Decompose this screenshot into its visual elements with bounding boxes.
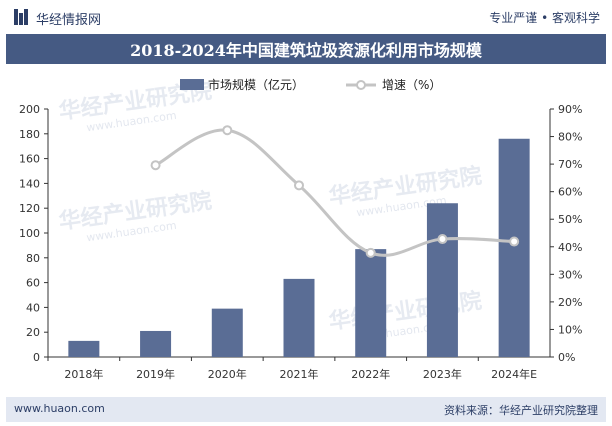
tagline: 专业严谨 • 客观科学 <box>489 11 600 25</box>
y-left-tick-label: 180 <box>19 128 40 141</box>
legend-line-marker <box>356 80 366 90</box>
bar-4 <box>355 249 387 357</box>
y-left-tick-label: 20 <box>26 326 40 339</box>
brand-name: 华经情报网 <box>36 13 102 28</box>
y-left-tick-label: 120 <box>19 202 40 215</box>
bar-2 <box>211 308 243 357</box>
y-left-tick-label: 60 <box>26 277 40 290</box>
y-left-tick-label: 140 <box>19 177 40 190</box>
y-right-tick-label: 50% <box>558 213 582 226</box>
legend-line-label: 增速（%） <box>382 78 441 92</box>
y-right-tick-label: 30% <box>558 268 582 281</box>
chart-svg: 华经产业研究院www.huaon.com华经产业研究院www.huaon.com… <box>19 77 582 381</box>
x-tick-label: 2023年 <box>423 367 462 381</box>
y-right-tick-label: 60% <box>558 186 582 199</box>
growth-point-4 <box>437 234 448 245</box>
chart-area: 华经产业研究院 www.huaon.com 华经产业研究院 www.huaon.com… <box>0 64 612 394</box>
growth-point-3 <box>365 247 376 258</box>
y-left-tick-label: 200 <box>19 103 40 116</box>
y-left-tick-label: 40 <box>26 301 40 314</box>
y-right-tick-label: 90% <box>558 103 582 116</box>
growth-point-5 <box>509 236 520 247</box>
y-left-tick-label: 0 <box>33 351 40 364</box>
x-tick-label: 2022年 <box>351 367 390 381</box>
y-left-tick-label: 100 <box>19 227 40 240</box>
bar-1 <box>140 330 172 357</box>
y-left-tick-label: 160 <box>19 153 40 166</box>
legend-bar-swatch <box>180 79 204 90</box>
chart-title: 2018-2024年中国建筑垃圾资源化利用市场规模 <box>130 41 482 60</box>
chart-title-bar: 2018-2024年中国建筑垃圾资源化利用市场规模 <box>6 34 606 64</box>
y-right-tick-label: 20% <box>558 296 582 309</box>
x-tick-label: 2021年 <box>280 367 319 381</box>
y-right-tick-label: 0% <box>558 351 575 364</box>
x-tick-label: 2019年 <box>136 367 175 381</box>
y-right-tick-label: 70% <box>558 158 582 171</box>
y-right-tick-label: 80% <box>558 131 582 144</box>
x-tick-label: 2020年 <box>208 367 247 381</box>
y-right-tick-label: 10% <box>558 323 582 336</box>
x-tick-label: 2024年E <box>491 367 537 381</box>
top-bar: 华经情报网 专业严谨 • 客观科学 <box>0 0 612 34</box>
bar-0 <box>68 340 100 357</box>
bar-5 <box>426 203 458 357</box>
growth-point-1 <box>222 125 233 136</box>
bar-6 <box>498 138 530 357</box>
legend-bar-label: 市场规模（亿元） <box>208 77 304 92</box>
footer-source: 资料来源：华经产业研究院整理 <box>444 404 598 417</box>
growth-point-2 <box>294 180 304 191</box>
footer-url: www.huaon.com <box>14 402 105 415</box>
x-tick-label: 2018年 <box>64 367 103 381</box>
growth-point-0 <box>150 160 161 171</box>
bar-3 <box>283 278 315 357</box>
footer: www.huaon.com 资料来源：华经产业研究院整理 <box>6 397 606 422</box>
brand-logo-icon <box>14 9 28 25</box>
y-right-tick-label: 40% <box>558 241 582 254</box>
y-left-tick-label: 80 <box>26 252 40 265</box>
